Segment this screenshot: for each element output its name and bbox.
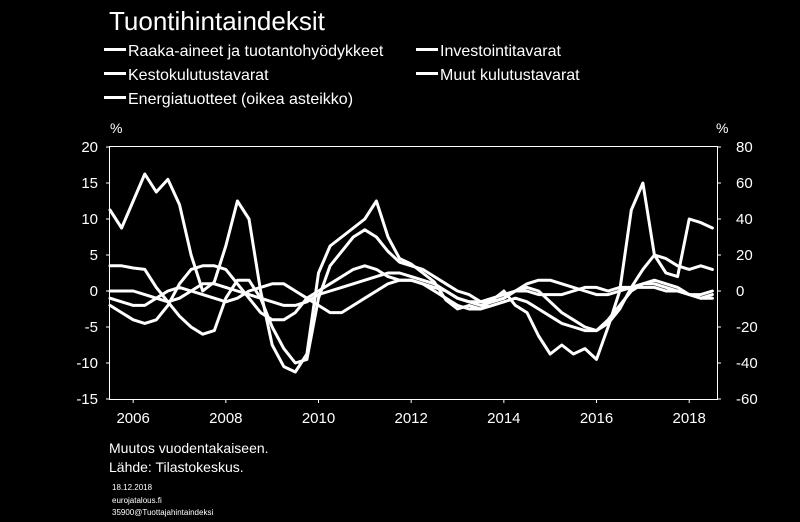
legend-item-kestokulutustavarat: Kestokulutustavarat xyxy=(104,66,269,86)
x-tick-label: 2006 xyxy=(116,410,149,427)
legend-swatch xyxy=(416,48,438,52)
left-y-axis: 20 15 10 5 0 -5 -10 -15 xyxy=(76,139,110,408)
right-y-tick-label: 20 xyxy=(736,247,753,264)
right-y-tick-label: -20 xyxy=(736,319,758,336)
right-y-tick-label: -60 xyxy=(736,391,758,408)
right-y-axis: 80 60 40 20 0 -20 -40 -60 xyxy=(717,139,758,408)
x-tick-label: 2012 xyxy=(394,410,427,427)
x-tick-label: 2016 xyxy=(580,410,613,427)
left-y-tick-label: 0 xyxy=(90,283,98,300)
series-line-raaka-aineet xyxy=(108,228,714,365)
x-tick-label: 2018 xyxy=(673,410,706,427)
right-y-tick-label: 40 xyxy=(736,211,753,228)
legend-item-investointitavarat: Investointitavarat xyxy=(416,42,561,62)
chart-title: Tuontihintaindeksit xyxy=(109,6,325,36)
left-y-tick-label: 20 xyxy=(81,139,98,156)
right-axis-unit: % xyxy=(716,120,728,136)
series-line-energiatuotteet xyxy=(108,172,714,374)
legend-swatch xyxy=(104,72,126,76)
right-y-tick-label: 60 xyxy=(736,175,753,192)
legend-label: Investointitavarat xyxy=(440,43,561,60)
legend-item-muut-kulutustavarat: Muut kulutustavarat xyxy=(416,66,580,86)
footer-date: 18.12.2018 xyxy=(112,483,153,492)
right-y-tick-label: 80 xyxy=(736,139,753,156)
series-group xyxy=(108,172,714,374)
left-y-tick-label: -15 xyxy=(76,391,98,408)
left-y-tick-label: -5 xyxy=(85,319,98,336)
x-tick-label: 2008 xyxy=(209,410,242,427)
legend-label: Raaka-aineet ja tuotantohyödykkeet xyxy=(128,43,384,60)
plot-area xyxy=(109,146,718,400)
legend-item-energiatuotteet: Energiatuotteet (oikea asteikko) xyxy=(104,90,353,110)
left-y-tick-label: -10 xyxy=(76,355,98,372)
x-tick-label: 2014 xyxy=(487,410,520,427)
footer-site: eurojatalous.fi xyxy=(112,496,162,505)
legend-item-raaka-aineet: Raaka-aineet ja tuotantohyödykkeet xyxy=(104,42,383,62)
footnote-source: Lähde: Tilastokeskus. xyxy=(109,459,244,475)
left-axis-unit: % xyxy=(110,120,122,136)
footer-code: 35900@Tuottajahintaindeksi xyxy=(112,508,214,517)
legend-label: Energiatuotteet (oikea asteikko) xyxy=(128,91,354,108)
x-tick-label: 2010 xyxy=(302,410,335,427)
footnote-change: Muutos vuodentakaiseen. xyxy=(109,440,269,456)
left-y-tick-label: 15 xyxy=(81,175,98,192)
right-y-tick-label: 0 xyxy=(736,283,744,300)
x-axis: 2006 2008 2010 2012 2014 2016 2018 xyxy=(116,399,706,427)
legend-swatch xyxy=(104,96,126,100)
legend-label: Kestokulutustavarat xyxy=(128,67,269,84)
left-y-tick-label: 10 xyxy=(81,211,98,228)
right-y-tick-label: -40 xyxy=(736,355,758,372)
legend-swatch xyxy=(104,48,126,52)
legend-swatch xyxy=(416,72,438,76)
left-y-tick-label: 5 xyxy=(90,247,98,264)
legend-label: Muut kulutustavarat xyxy=(440,67,580,84)
